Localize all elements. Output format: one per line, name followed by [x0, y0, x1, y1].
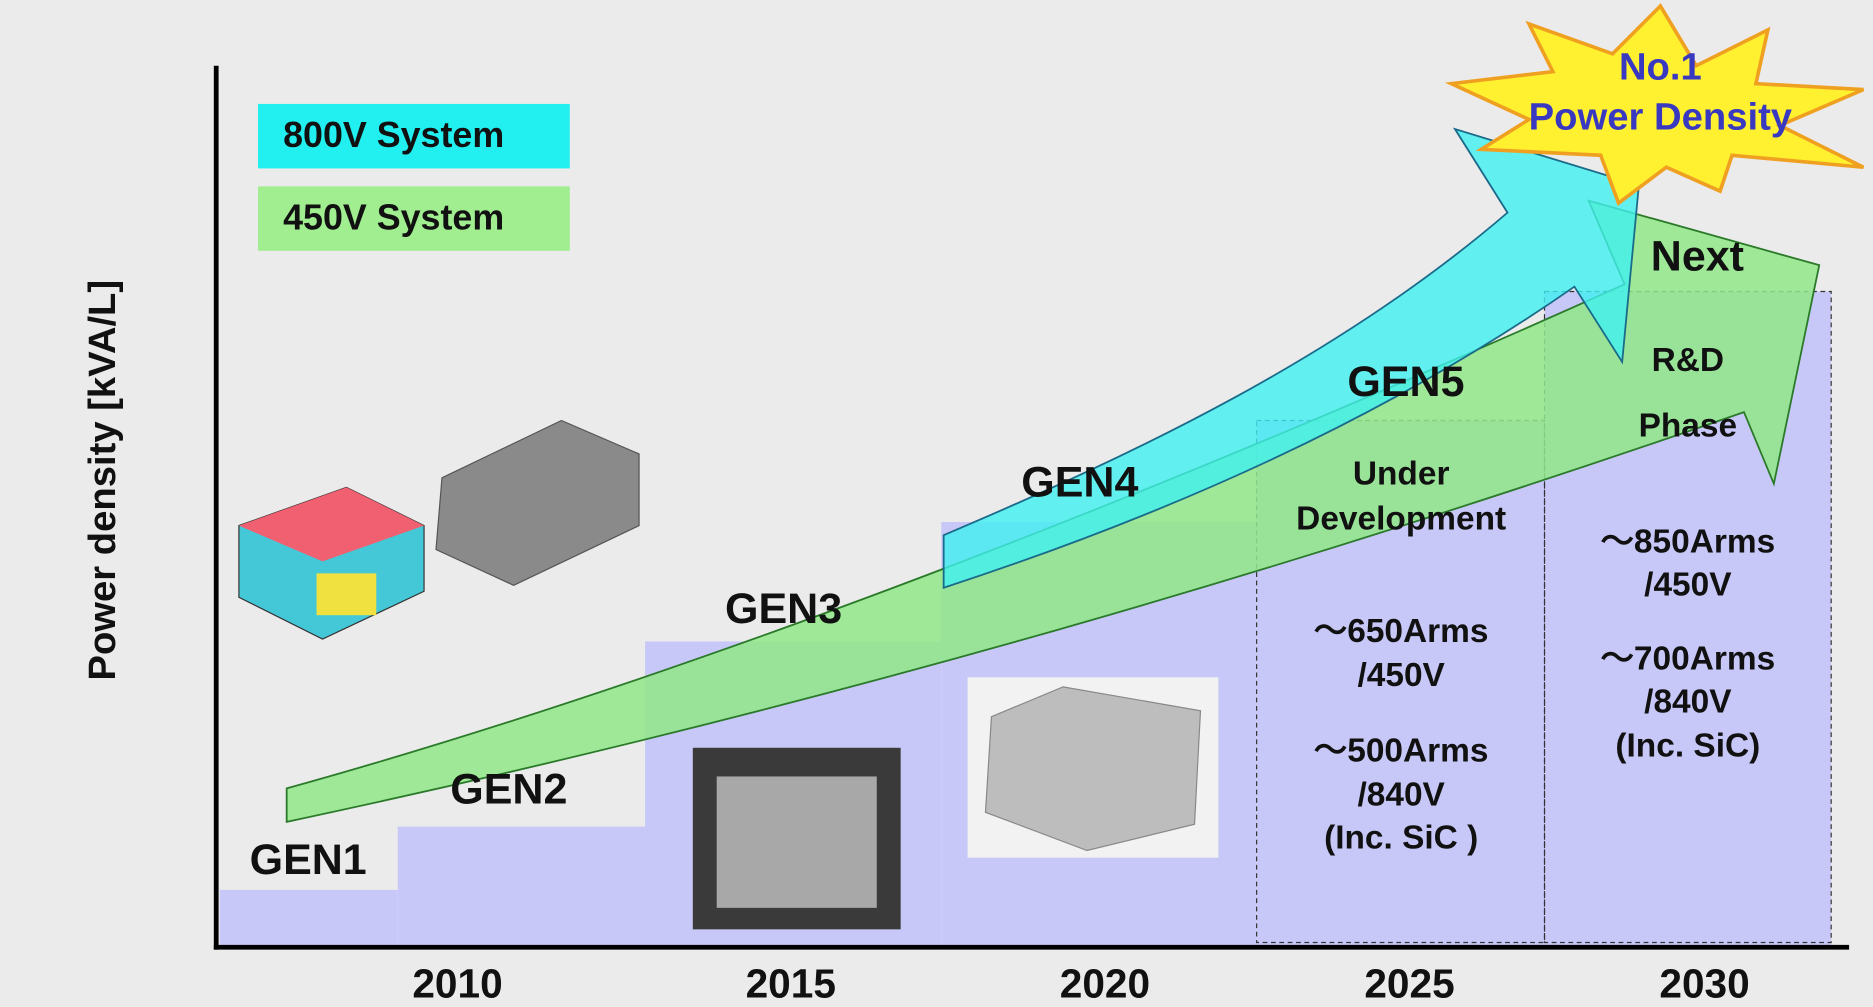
gen5-spec: /840V — [1357, 777, 1445, 814]
gen5-spec: 〜500Arms — [1314, 732, 1489, 769]
badge-text: No.1 — [1619, 45, 1702, 88]
x-label: 2020 — [1060, 960, 1150, 1006]
next-spec: /840V — [1644, 683, 1732, 720]
gen5-spec: (Inc. SiC ) — [1324, 820, 1478, 857]
generation-label: GEN4 — [1021, 458, 1138, 506]
x-label: 2030 — [1659, 960, 1749, 1006]
x-label: 2015 — [746, 960, 836, 1006]
x-label: 2025 — [1364, 960, 1454, 1006]
gen5-spec: 〜650Arms — [1314, 613, 1489, 650]
y-axis-label: Power density [kVA/L] — [81, 280, 124, 681]
badge-text: Power Density — [1529, 96, 1793, 139]
next-spec: 〜700Arms — [1600, 640, 1775, 677]
generation-label: Next — [1651, 233, 1744, 281]
legend-label: 800V System — [283, 115, 504, 155]
next-status: R&D — [1652, 342, 1724, 379]
roadmap: 800V System 450V System Power density [k… — [0, 0, 1873, 1007]
generation-label: GEN2 — [450, 765, 567, 813]
legend-label: 450V System — [283, 197, 504, 237]
next-spec: /450V — [1644, 566, 1732, 603]
x-label: 2010 — [412, 960, 502, 1006]
next-spec: 〜850Arms — [1600, 523, 1775, 560]
generation-label: GEN1 — [250, 836, 367, 884]
generation-label: GEN5 — [1347, 358, 1464, 406]
next-spec: (Inc. SiC) — [1615, 728, 1760, 765]
gen5-status: Under — [1353, 455, 1450, 492]
next-status: Phase — [1639, 407, 1738, 444]
gen5-status: Development — [1296, 501, 1506, 538]
gen5-spec: /450V — [1357, 657, 1445, 694]
photo-unit — [717, 776, 877, 907]
generation-label: GEN3 — [725, 585, 842, 633]
